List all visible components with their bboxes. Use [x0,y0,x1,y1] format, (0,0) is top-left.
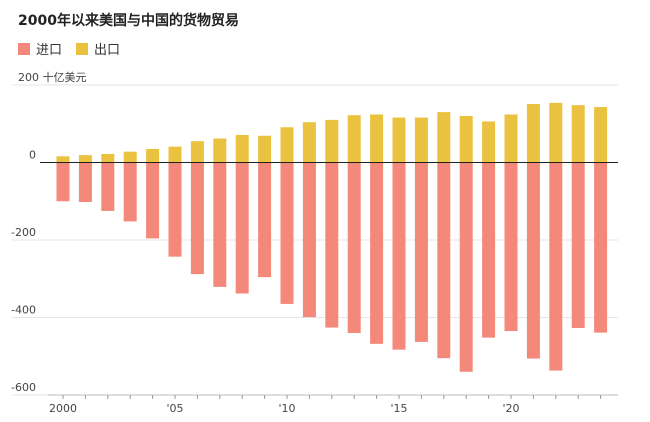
bar-imports [235,162,249,294]
bar-imports [437,162,451,359]
bar-exports [78,155,92,163]
x-tick-label: '20 [502,402,519,415]
bar-imports [414,162,428,342]
bar-imports [146,162,160,239]
bar-imports [101,162,115,211]
bar-exports [280,127,294,163]
bar-imports [347,162,361,333]
legend-swatch-exports [76,42,89,55]
bar-imports [168,162,182,257]
bar-exports [549,102,563,163]
bar-imports [392,162,406,350]
legend-item-imports: 进口 [18,39,62,58]
bar-imports [190,162,204,275]
bar-exports [325,119,339,163]
bar-imports [571,162,585,328]
bar-imports [213,162,227,287]
y-tick-label: -600 [11,381,36,394]
x-tick-label: '15 [390,402,407,415]
bar-imports [258,162,272,278]
x-tick-label: 2000 [49,402,77,415]
legend-label-imports: 进口 [36,43,63,58]
y-tick-label: 200 十亿美元 [18,70,87,84]
bar-exports [414,117,428,163]
bar-exports [347,115,361,163]
legend-swatch-imports [18,42,30,55]
bar-imports [56,162,70,202]
bar-imports [549,162,563,371]
x-tick-label: '05 [166,402,183,415]
bar-exports [594,107,608,163]
bar-exports [123,151,137,163]
bar-exports [392,117,406,163]
bar-exports [482,121,496,163]
bar-exports [258,135,272,163]
legend-label-exports: 出口 [94,43,121,58]
bar-imports [459,162,473,372]
bar-imports [594,162,608,333]
bar-exports [146,148,160,163]
bar-imports [325,162,339,328]
chart-legend: 进口 出口 [18,39,120,58]
bar-imports [526,162,540,359]
legend-item-exports: 出口 [76,39,120,58]
bar-imports [78,162,92,203]
bar-imports [280,162,294,304]
bar-exports [168,146,182,163]
bar-exports [56,156,70,163]
bar-imports [123,162,137,222]
bar-imports [504,162,518,332]
bar-exports [302,122,316,163]
bar-exports [437,112,451,163]
x-tick-label: '10 [278,402,295,415]
bar-imports [482,162,496,338]
chart-title: 2000年以来美国与中国的货物贸易 [18,13,239,29]
y-tick-label: -200 [11,226,36,239]
bar-exports [571,105,585,163]
bar-exports [504,114,518,163]
bar-exports [526,103,540,163]
bar-exports [213,138,227,163]
bar-exports [101,153,115,163]
y-tick-label: -400 [11,304,36,317]
bar-exports [190,141,204,163]
y-tick-label: 0 [29,149,36,162]
bar-exports [235,134,249,163]
bar-exports [370,114,384,163]
bar-exports [459,116,473,163]
bar-imports [302,162,316,318]
bar-imports [370,162,384,344]
